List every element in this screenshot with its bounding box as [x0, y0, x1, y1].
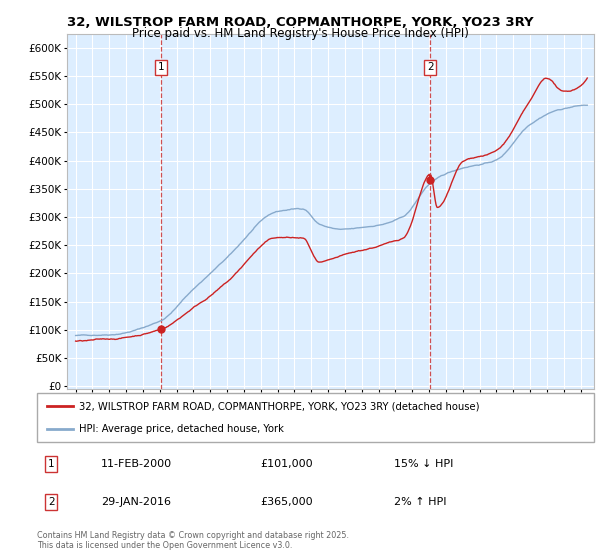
Text: 11-FEB-2000: 11-FEB-2000: [101, 459, 172, 469]
Text: 15% ↓ HPI: 15% ↓ HPI: [394, 459, 453, 469]
Text: 32, WILSTROP FARM ROAD, COPMANTHORPE, YORK, YO23 3RY: 32, WILSTROP FARM ROAD, COPMANTHORPE, YO…: [67, 16, 533, 29]
Text: 2% ↑ HPI: 2% ↑ HPI: [394, 497, 446, 507]
Text: £365,000: £365,000: [260, 497, 313, 507]
Text: 2: 2: [427, 63, 433, 72]
Text: 29-JAN-2016: 29-JAN-2016: [101, 497, 171, 507]
Text: 1: 1: [48, 459, 55, 469]
Text: 1: 1: [158, 63, 164, 72]
Text: Price paid vs. HM Land Registry's House Price Index (HPI): Price paid vs. HM Land Registry's House …: [131, 27, 469, 40]
Text: HPI: Average price, detached house, York: HPI: Average price, detached house, York: [79, 424, 284, 434]
Text: Contains HM Land Registry data © Crown copyright and database right 2025.
This d: Contains HM Land Registry data © Crown c…: [37, 531, 349, 550]
Text: £101,000: £101,000: [260, 459, 313, 469]
Text: 2: 2: [48, 497, 55, 507]
Text: 32, WILSTROP FARM ROAD, COPMANTHORPE, YORK, YO23 3RY (detached house): 32, WILSTROP FARM ROAD, COPMANTHORPE, YO…: [79, 402, 479, 412]
